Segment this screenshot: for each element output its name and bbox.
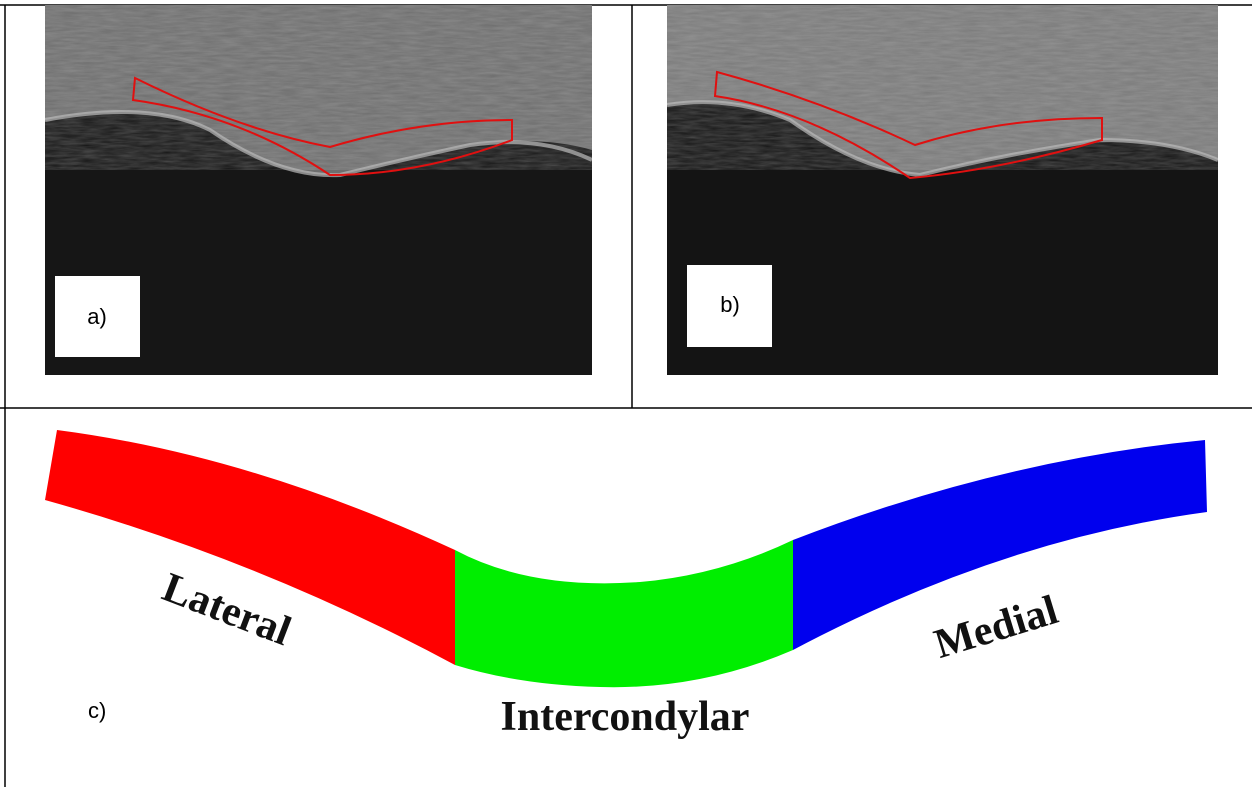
- label-box: [55, 276, 140, 357]
- lateral-region: [45, 430, 455, 665]
- medial-region: [793, 440, 1207, 650]
- region-label: Intercondylar: [501, 694, 750, 740]
- region-label: Medial: [929, 587, 1063, 668]
- panel-label: b): [720, 292, 740, 317]
- ultrasound-a: [45, 5, 592, 375]
- ultrasound-b: [667, 5, 1218, 375]
- panel-label: a): [87, 304, 107, 329]
- label-box: [687, 265, 772, 347]
- intercondylar-region: [455, 540, 793, 688]
- panel-label: c): [88, 698, 106, 723]
